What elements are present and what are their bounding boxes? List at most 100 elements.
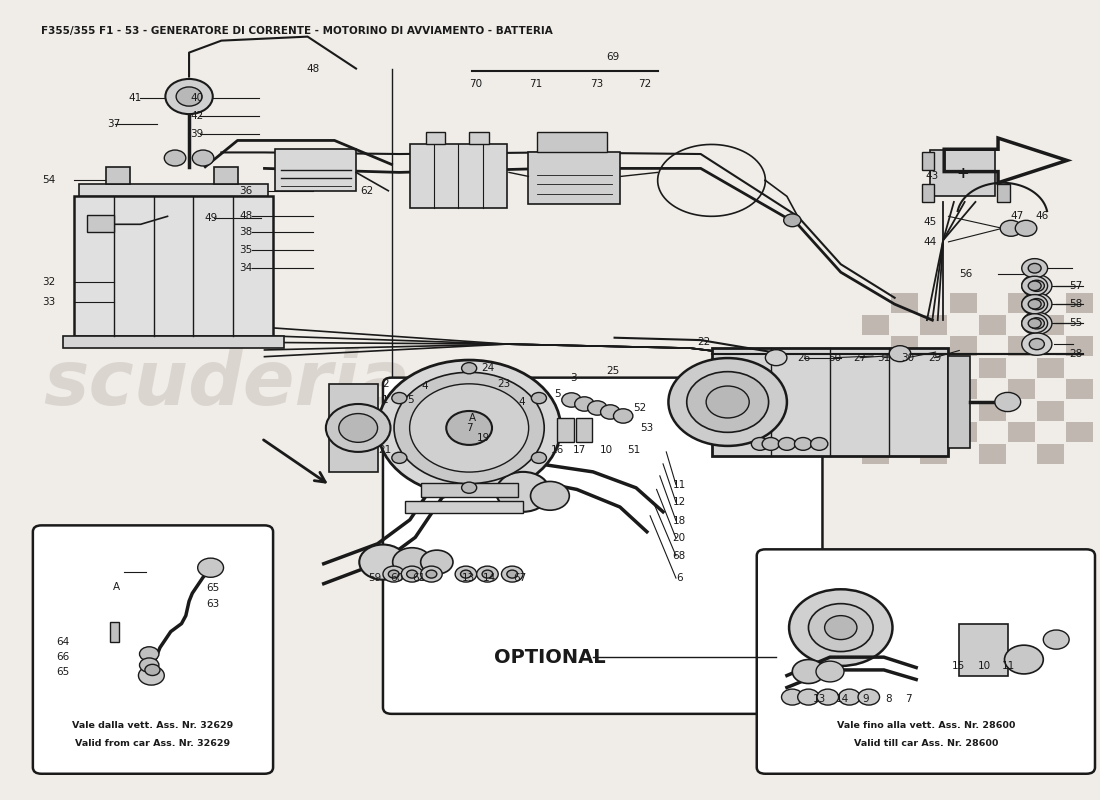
Circle shape — [383, 566, 405, 582]
Circle shape — [669, 358, 786, 446]
Circle shape — [1043, 630, 1069, 649]
Text: 44: 44 — [924, 237, 937, 247]
Text: 73: 73 — [590, 78, 603, 89]
Circle shape — [792, 659, 825, 683]
Circle shape — [482, 570, 493, 578]
Bar — [1008, 379, 1035, 399]
Circle shape — [176, 87, 202, 106]
Text: 37: 37 — [107, 119, 120, 130]
FancyBboxPatch shape — [757, 550, 1094, 774]
Circle shape — [420, 550, 453, 574]
Circle shape — [165, 79, 212, 114]
Bar — [979, 444, 1005, 464]
Text: 63: 63 — [206, 599, 219, 610]
Bar — [979, 401, 1005, 421]
Bar — [275, 150, 356, 190]
Circle shape — [817, 689, 838, 705]
Circle shape — [360, 545, 407, 580]
Circle shape — [447, 411, 492, 445]
Circle shape — [1028, 281, 1041, 290]
Circle shape — [476, 566, 498, 582]
Bar — [405, 502, 522, 514]
Text: 13: 13 — [461, 573, 475, 583]
Circle shape — [462, 482, 476, 494]
Bar — [891, 336, 918, 356]
Text: 72: 72 — [638, 78, 651, 89]
Text: 68: 68 — [672, 550, 685, 561]
Circle shape — [326, 404, 390, 452]
Circle shape — [339, 414, 377, 442]
Text: 60: 60 — [390, 573, 404, 583]
Bar — [1066, 422, 1092, 442]
Text: 29: 29 — [928, 353, 942, 362]
Bar — [862, 314, 889, 334]
Text: 18: 18 — [672, 515, 685, 526]
Circle shape — [140, 658, 158, 672]
Text: 49: 49 — [204, 213, 217, 223]
Circle shape — [420, 566, 442, 582]
Text: 10: 10 — [978, 661, 991, 671]
Bar — [949, 336, 977, 356]
Text: +: + — [956, 166, 969, 181]
Bar — [949, 379, 977, 399]
Circle shape — [394, 372, 544, 484]
Text: 59: 59 — [367, 573, 381, 583]
Circle shape — [530, 482, 570, 510]
Bar — [949, 422, 977, 442]
Circle shape — [1004, 645, 1043, 674]
Circle shape — [496, 472, 550, 512]
Circle shape — [407, 570, 417, 578]
Text: 25: 25 — [606, 366, 619, 376]
Text: 66: 66 — [56, 652, 69, 662]
Text: 62: 62 — [360, 186, 373, 196]
Circle shape — [825, 616, 857, 639]
Text: 8: 8 — [884, 694, 891, 705]
Text: 65: 65 — [56, 666, 69, 677]
Bar — [1066, 293, 1092, 313]
Text: 57: 57 — [1069, 281, 1082, 290]
Bar — [1037, 358, 1064, 378]
Text: 9: 9 — [862, 694, 869, 705]
Circle shape — [1022, 274, 1052, 297]
Bar — [528, 153, 620, 204]
Text: 47: 47 — [1011, 211, 1024, 222]
Text: 32: 32 — [43, 277, 56, 287]
Circle shape — [762, 438, 780, 450]
Circle shape — [426, 570, 437, 578]
Text: 39: 39 — [190, 129, 204, 139]
Circle shape — [601, 405, 620, 419]
Circle shape — [1022, 312, 1052, 334]
Bar — [891, 293, 918, 313]
Bar — [420, 483, 518, 498]
Circle shape — [409, 384, 529, 472]
Text: 26: 26 — [798, 353, 811, 362]
Bar — [921, 358, 947, 378]
Circle shape — [1022, 333, 1052, 355]
Circle shape — [1022, 293, 1052, 315]
Bar — [891, 422, 918, 442]
Text: 70: 70 — [469, 78, 482, 89]
Text: 48: 48 — [306, 63, 320, 74]
Circle shape — [198, 558, 223, 578]
Circle shape — [1030, 298, 1044, 310]
Text: 31: 31 — [877, 353, 891, 362]
Bar — [469, 133, 488, 145]
Circle shape — [392, 452, 407, 463]
Text: 34: 34 — [240, 263, 253, 274]
Bar — [862, 444, 889, 464]
Bar — [74, 196, 273, 336]
Text: 27: 27 — [854, 353, 867, 362]
Text: Valid till car Ass. Nr. 28600: Valid till car Ass. Nr. 28600 — [854, 739, 998, 748]
Bar — [712, 348, 948, 456]
Text: 23: 23 — [497, 379, 510, 389]
Text: 61: 61 — [411, 573, 425, 583]
Circle shape — [502, 566, 522, 582]
Text: 13: 13 — [813, 694, 826, 705]
Text: 67: 67 — [513, 573, 527, 583]
Bar — [426, 133, 446, 145]
Bar — [575, 418, 592, 442]
Text: 58: 58 — [1069, 299, 1082, 309]
Bar — [410, 145, 507, 208]
Text: 22: 22 — [697, 337, 711, 346]
Text: OPTIONAL: OPTIONAL — [494, 648, 606, 666]
